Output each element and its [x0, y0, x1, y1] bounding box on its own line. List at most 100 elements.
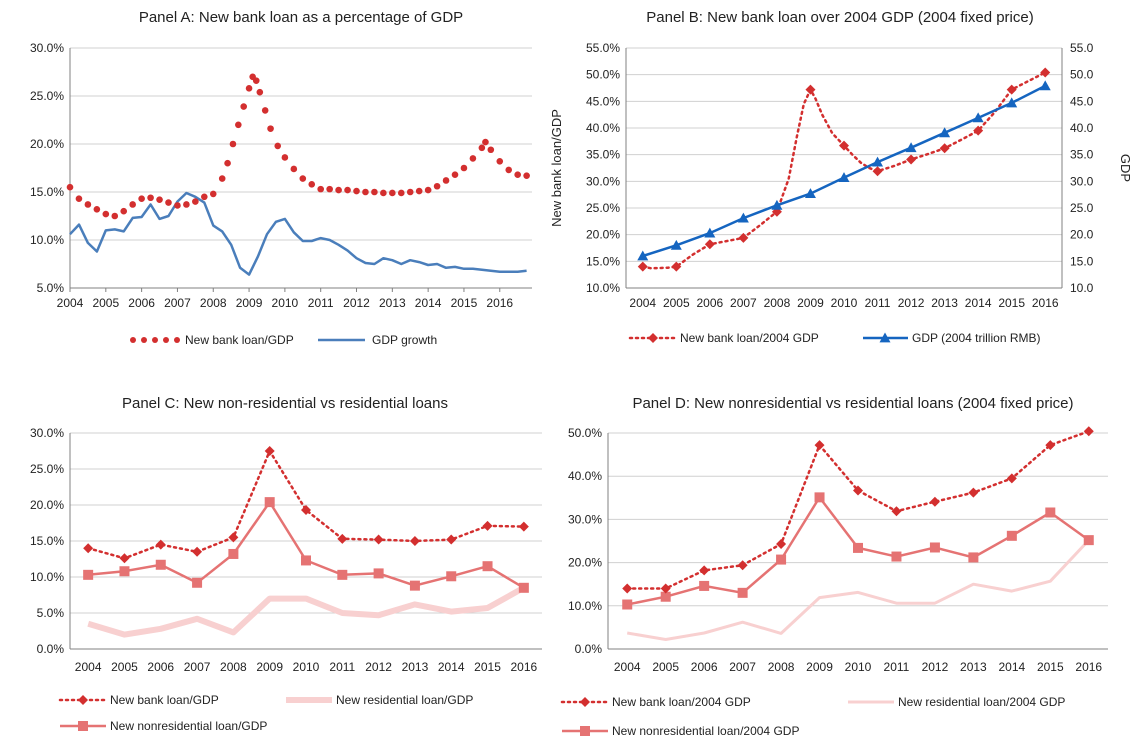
panel-3-nonresidential-marker [660, 591, 671, 602]
panel-0-bank-loan-dot [267, 125, 274, 132]
panel-3-bank-loan-marker [891, 506, 902, 517]
panel-0-xtick: 2011 [308, 296, 334, 310]
panel-1-bank-loan-marker [704, 239, 715, 250]
panel-1-xtick: 2013 [931, 296, 958, 310]
panel-0-bank-loan-dot [129, 201, 136, 208]
panel-3-nonresidential-marker [814, 492, 825, 503]
panel-3-xtick: 2011 [884, 660, 910, 674]
panel-0-bank-loan-dot [406, 188, 414, 196]
panel-3-xtick: 2012 [922, 660, 949, 674]
legend-3-bank-loan: New bank loan/2004 GDP [612, 695, 751, 709]
panel-2-bank-loan-marker [337, 533, 348, 544]
panel-0-bank-loan-dot [487, 146, 495, 154]
panel-3-bank-loan-marker [1083, 426, 1094, 437]
panel-2-xtick: 2004 [75, 660, 102, 674]
legend-a-dots-marker [152, 337, 158, 343]
panel-3-bank-loan-line [625, 430, 1091, 590]
legend-2-nonresidential-marker [78, 721, 88, 731]
panel-3-bank-loan-marker [699, 565, 710, 576]
legend-2-bank-loan: New bank loan/GDP [110, 693, 219, 707]
panel-0-xtick: 2009 [236, 296, 263, 310]
legend-b-bank-loan: New bank loan/2004 GDP [680, 331, 819, 345]
panel-0-bank-loan-dot [478, 144, 486, 152]
panel-0-xtick: 2010 [272, 296, 299, 310]
panel-1-bank-loan-marker [671, 261, 682, 272]
panel-0-ytick: 25.0% [30, 89, 64, 103]
panel-1-ytick: 25.0% [586, 201, 620, 215]
legend-3-nonresidential-marker [580, 726, 590, 736]
panel-3-ytick: 30.0% [568, 512, 602, 526]
panel-1-gdp-line [642, 84, 1046, 258]
panel-0-bank-loan-dot [460, 164, 468, 172]
panel-2-xtick: 2010 [293, 660, 320, 674]
panel-0-xtick: 2005 [92, 296, 119, 310]
panel-1-y2tick: 45.0 [1070, 94, 1094, 108]
panel-2-bank-loan-marker [264, 446, 275, 456]
panel-0-bank-loan-dot [362, 188, 369, 196]
panel-0-xtick: 2008 [200, 296, 227, 310]
panel-0-ytick: 10.0% [30, 233, 64, 247]
panel-2-bank-loan-marker [301, 505, 311, 516]
panel-2-ytick: 15.0% [30, 534, 64, 548]
panel-1-y2tick: 55.0 [1070, 41, 1094, 55]
panel-2-bank-loan-marker [373, 534, 384, 545]
panel-1-ytick: 50.0% [586, 68, 620, 82]
panel-3-nonresidential-marker [622, 599, 633, 610]
panel-3-xtick: 2013 [960, 660, 987, 674]
panel-3-xtick: 2006 [691, 660, 718, 674]
panel-2-xtick: 2011 [329, 660, 355, 674]
panel-0-xtick: 2015 [451, 296, 478, 310]
panel-0-bank-loan-dot [397, 189, 405, 197]
panel-2-xtick: 2006 [147, 660, 174, 674]
panel-0-bank-loan-dot [156, 196, 163, 203]
panel-0-ytick: 15.0% [30, 185, 64, 199]
panel-0-bank-loan-dot [111, 212, 119, 220]
panel-3-nonresidential-marker [853, 542, 863, 553]
panel-3-nonresidential-marker [968, 552, 979, 563]
panel-2-xtick: 2015 [474, 660, 501, 674]
panel-3-nonresidential-marker [929, 542, 940, 553]
panel-2-xtick: 2012 [365, 660, 392, 674]
panel-0-bank-loan-dot [335, 186, 342, 194]
panel-3-ytick: 10.0% [568, 599, 602, 613]
panel-3-ytick: 40.0% [568, 469, 602, 483]
panel-1-gdp-marker [972, 112, 984, 123]
panel-1-gdp-marker [637, 250, 649, 261]
panel-0-bank-loan-dot [317, 185, 324, 193]
legend-2-nonresidential: New nonresidential loan/GDP [110, 719, 267, 733]
panel-1-xtick: 2007 [730, 296, 757, 310]
panel-1-bank-loan-line [641, 71, 1047, 270]
panel-1-xtick: 2010 [831, 296, 858, 310]
panel-0-bank-loan-dot [240, 103, 247, 110]
panel-3-bank-loan-marker [968, 487, 979, 498]
legend-3-bank-loan-marker [580, 697, 590, 707]
panel-2-nonresidential-marker [83, 569, 94, 580]
panel-0-bank-loan-dot [344, 186, 351, 194]
panel-3-nonresidential-marker [1006, 530, 1017, 541]
panel-1-y2tick: 40.0 [1070, 121, 1094, 135]
panel-0-xtick: 2004 [57, 296, 84, 310]
panel-2-bank-loan-marker [155, 539, 166, 550]
panel-3-nonresidential-marker [1045, 507, 1056, 518]
panel-2-nonresidential-marker [482, 561, 493, 572]
panel-1-gdp-marker [1006, 97, 1018, 108]
panel-0-bank-loan-dot [201, 193, 208, 201]
panel-2-xtick: 2008 [220, 660, 247, 674]
panel-1-xtick: 2014 [965, 296, 992, 310]
panel-3-xtick: 2015 [1037, 660, 1064, 674]
panel-1-gdp-marker [939, 127, 951, 138]
panel-1-bank-loan-marker [973, 125, 984, 136]
panel-3-xtick: 2004 [614, 660, 641, 674]
panel-0-bank-loan-dot [252, 77, 260, 84]
panel-3-xtick: 2005 [652, 660, 679, 674]
panel-3-residential-line [626, 539, 1090, 641]
panel-2-bank-loan-marker [482, 520, 493, 531]
panel-2-residential-line [87, 585, 526, 638]
panel-3-title: Panel D: New nonresidential vs residenti… [632, 395, 1073, 412]
panel-0-bank-loan-dot [433, 182, 441, 190]
panel-2-xtick: 2007 [184, 660, 211, 674]
legend-b-gdp-marker [879, 332, 891, 343]
panel-0-bank-loan-dot [93, 205, 101, 213]
panel-2-ytick: 25.0% [30, 462, 64, 476]
